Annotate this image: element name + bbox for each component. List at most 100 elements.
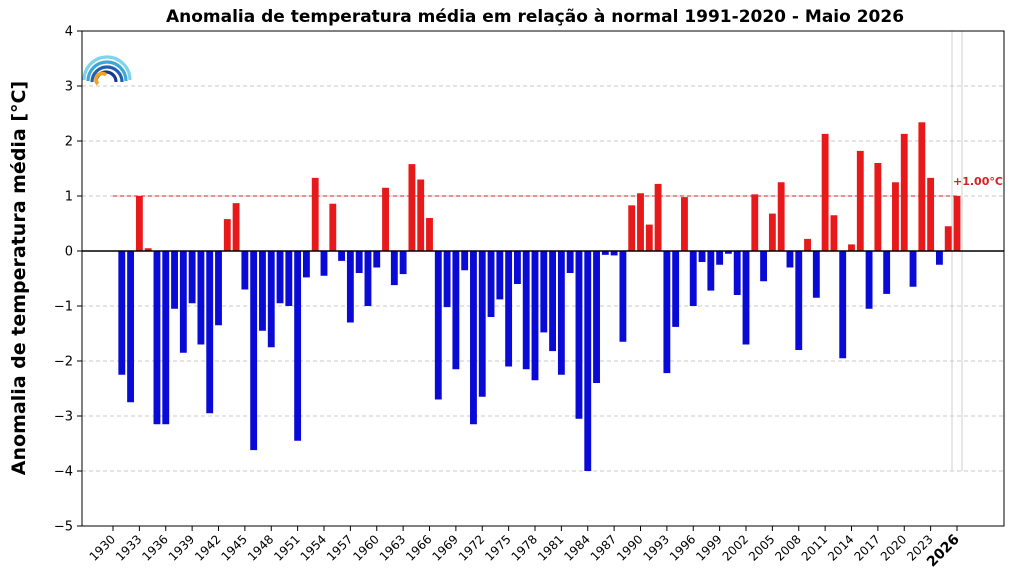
bar-2006 (777, 182, 785, 251)
x-tick-label: 1936 (139, 532, 170, 563)
bar-1961 (382, 187, 389, 251)
bar-1988 (619, 251, 627, 342)
bar-1982 (566, 251, 574, 273)
x-tick-label: 1942 (192, 532, 223, 563)
bar-1953 (311, 177, 319, 251)
bar-1998 (707, 251, 715, 291)
bar-2017 (874, 163, 882, 251)
x-tick-label: 1999 (693, 532, 724, 563)
x-tick-label: 1945 (218, 532, 249, 563)
plot-frame (81, 30, 1005, 527)
bar-1951 (294, 251, 302, 441)
bar-1975 (505, 251, 513, 367)
bar-1937 (171, 251, 178, 309)
x-tick-label: 1987 (588, 532, 619, 563)
x-tick-label: 1972 (456, 532, 487, 563)
bar-1939 (188, 251, 196, 304)
bar-1934 (144, 248, 152, 251)
bar-2014 (848, 244, 855, 251)
bar-1956 (338, 251, 346, 261)
bar-2022 (918, 122, 926, 251)
x-tick-label: 1996 (667, 532, 698, 563)
bar-1993 (663, 251, 671, 374)
bar-1984 (584, 251, 592, 471)
bar-2009 (804, 238, 811, 251)
x-tick-label: 1984 (561, 532, 592, 563)
bar-1991 (645, 224, 653, 251)
bar-1958 (355, 251, 363, 273)
chart-title: Anomalia de temperatura média em relação… (166, 7, 904, 27)
bar-2024 (935, 251, 943, 265)
bar-1963 (399, 251, 407, 275)
x-tick-label: 1963 (377, 532, 408, 563)
bar-1962 (390, 251, 398, 286)
bar-1978 (531, 251, 539, 381)
bar-1957 (346, 251, 354, 323)
x-tick-label: 2008 (772, 532, 803, 563)
bar-2002 (742, 251, 750, 345)
bar-1974 (496, 251, 504, 300)
bar-2001 (733, 251, 741, 295)
bar-1999 (716, 251, 724, 265)
bar-1952 (302, 251, 310, 278)
bar-1948 (267, 251, 275, 348)
bar-1969 (452, 251, 460, 370)
bar-1932 (127, 251, 135, 403)
bar-1940 (197, 251, 205, 345)
bar-1933 (135, 196, 143, 251)
y-tick-label: −2 (54, 355, 73, 370)
bar-2023 (927, 177, 935, 251)
bar-2016 (865, 251, 873, 309)
x-tick-label: 1954 (298, 532, 329, 563)
x-tick-label: 1939 (166, 532, 197, 563)
bar-1944 (232, 203, 240, 251)
bar-1990 (637, 193, 644, 251)
y-tick-label: −1 (54, 300, 73, 315)
x-tick-label: 1990 (614, 532, 645, 563)
bar-1976 (513, 251, 521, 284)
x-tick-label: 2002 (720, 532, 751, 563)
y-tick-label: 1 (65, 190, 73, 205)
bar-1968 (443, 251, 451, 308)
bar-1992 (654, 183, 662, 251)
x-tick-label: 2014 (825, 532, 856, 563)
bar-2011 (821, 133, 829, 251)
bar-2012 (830, 215, 838, 251)
bar-1987 (610, 251, 618, 256)
x-tick-label: 2011 (799, 532, 830, 563)
bar-1970 (461, 251, 469, 271)
x-tick-label: 1948 (245, 532, 276, 563)
bar-1996 (689, 251, 697, 306)
x-tick-label: 1993 (640, 532, 671, 563)
bar-2010 (812, 251, 820, 298)
bar-1947 (259, 251, 266, 331)
y-tick-label: 0 (65, 245, 73, 260)
bar-1965 (417, 179, 425, 251)
bar-1979 (540, 251, 548, 333)
y-tick-label: 3 (65, 80, 73, 95)
bar-1971 (470, 251, 477, 425)
bar-1945 (241, 251, 249, 290)
bar-1964 (408, 164, 416, 251)
bar-2000 (724, 251, 732, 254)
bar-1995 (681, 197, 688, 251)
bar-1931 (118, 251, 126, 375)
bar-1954 (320, 251, 328, 276)
x-tick-label: 2005 (746, 532, 777, 563)
bar-1960 (373, 251, 381, 268)
x-tick-label: 1960 (350, 532, 381, 563)
bar-1942 (215, 251, 222, 326)
bar-1977 (522, 251, 530, 370)
bar-2007 (786, 251, 794, 268)
bar-1943 (223, 219, 231, 251)
bar-1946 (250, 251, 258, 451)
bar-2020 (900, 133, 908, 251)
bar-1985 (593, 251, 600, 383)
bars (82, 122, 1004, 471)
logo-icon (82, 55, 132, 86)
bar-1938 (179, 251, 187, 353)
bar-1972 (478, 251, 486, 397)
x-axis-ticks: 1930193319361939194219451948195119541957… (87, 526, 963, 570)
x-tick-label: 2020 (878, 532, 909, 563)
